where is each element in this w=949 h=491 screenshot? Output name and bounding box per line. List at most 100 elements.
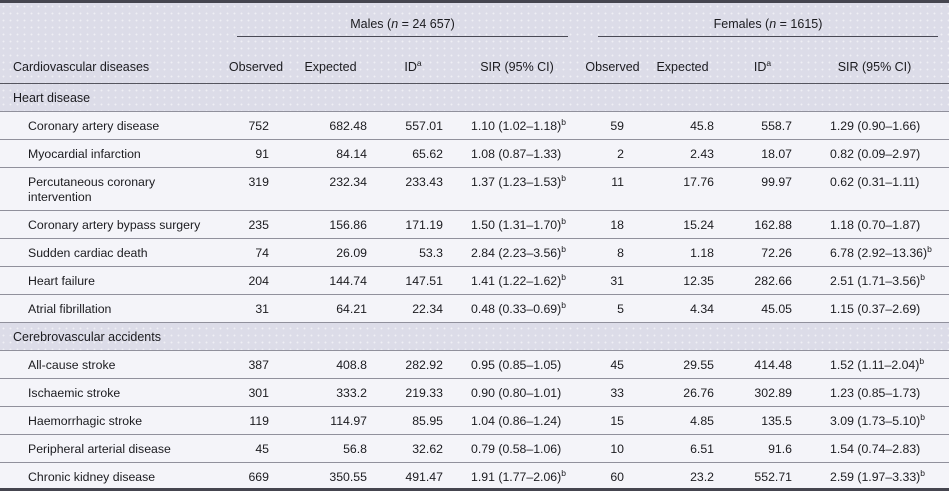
males-expected-value: 333.2 bbox=[336, 385, 367, 400]
males-id-value: 85.95 bbox=[412, 413, 443, 428]
females-sir-value: 2.59 (1.97–3.33)b bbox=[800, 463, 949, 489]
females-expected-value: 26.76 bbox=[683, 385, 715, 400]
males-observed-value: 204 bbox=[248, 273, 269, 288]
females-observed-value: 5 bbox=[617, 301, 625, 316]
males-expected-value: 408.8 bbox=[336, 357, 367, 372]
females-id-value: 91.6 bbox=[768, 441, 793, 456]
males-sir-value-text: 1.04 (0.86–1.24) bbox=[471, 413, 562, 428]
females-observed-value: 8 bbox=[617, 245, 625, 260]
males-id-value: 557.01 bbox=[405, 118, 443, 133]
males-sir-value-text: 1.08 (0.87–1.33) bbox=[471, 146, 562, 161]
section-row: Cerebrovascular accidents bbox=[0, 323, 949, 351]
males-sir-value: 0.90 (0.80–1.01) bbox=[449, 379, 585, 407]
females-sir-value: 2.51 (1.71–3.56)b bbox=[800, 267, 949, 295]
disease-name: Ischaemic stroke bbox=[28, 385, 121, 400]
males-sir-value: 1.04 (0.86–1.24) bbox=[449, 407, 585, 435]
females-expected-value: 6.51 bbox=[690, 441, 715, 456]
females-sir-value: 0.62 (0.31–1.11) bbox=[800, 168, 949, 211]
females-group-header: Females (n = 1615) bbox=[585, 3, 949, 37]
males-expected-value: 64.21 bbox=[336, 301, 367, 316]
males-sir-value: 0.79 (0.58–1.06) bbox=[449, 435, 585, 463]
males-expected-value: 350.55 bbox=[329, 469, 367, 484]
males-expected-value: 156.86 bbox=[329, 217, 367, 232]
females-sir-value-text: 3.09 (1.73–5.10) bbox=[830, 413, 921, 428]
males-sir-value: 1.08 (0.87–1.33) bbox=[449, 140, 585, 168]
table-row: Chronic kidney disease 669 350.55 491.47 1.9… bbox=[0, 462, 949, 489]
males-observed-value: 752 bbox=[248, 118, 269, 133]
females-expected-value: 4.34 bbox=[690, 301, 715, 316]
table-body: Heart disease Coronary artery disease 752 6… bbox=[0, 84, 949, 489]
females-group-prefix: Females ( bbox=[713, 17, 770, 31]
males-id-value: 233.43 bbox=[405, 174, 443, 189]
significance-flag: b bbox=[561, 172, 566, 183]
males-observed-value: 669 bbox=[248, 469, 269, 484]
males-id-value: 32.62 bbox=[412, 441, 443, 456]
males-observed-value: 319 bbox=[248, 174, 269, 189]
table-row: Atrial fibrillation 31 64.21 22.34 0.48 (0.3… bbox=[0, 294, 949, 323]
males-sir-value: 1.41 (1.22–1.62)b bbox=[449, 267, 585, 295]
females-group-label: Females (n = 1615) bbox=[598, 17, 939, 37]
disease-name: Atrial fibrillation bbox=[28, 301, 112, 316]
males-id-value: 219.33 bbox=[405, 385, 443, 400]
males-sir-value: 0.95 (0.85–1.05) bbox=[449, 351, 585, 379]
females-sir-value: 1.18 (0.70–1.87) bbox=[800, 211, 949, 239]
column-header-females-id: IDa bbox=[725, 37, 801, 84]
males-id-value: 171.19 bbox=[405, 217, 443, 232]
males-sir-value-text: 1.41 (1.22–1.62) bbox=[471, 273, 562, 288]
males-observed-value: 91 bbox=[255, 146, 269, 161]
females-id-value: 302.89 bbox=[754, 385, 793, 400]
males-expected-value: 114.97 bbox=[330, 413, 367, 428]
females-sir-value-text: 1.23 (0.85–1.73) bbox=[830, 385, 921, 400]
females-sir-value-text: 1.52 (1.11–2.04) bbox=[830, 357, 920, 372]
significance-flag: b bbox=[919, 355, 925, 366]
males-group-label: Males (n = 24 657) bbox=[237, 17, 569, 37]
disease-name: Chronic kidney disease bbox=[28, 469, 156, 484]
table-row: Haemorrhagic stroke 119 114.97 85.95 1.04 (0… bbox=[0, 406, 949, 435]
females-sir-value: 1.54 (0.74–2.83) bbox=[800, 435, 949, 463]
males-sir-value: 1.10 (1.02–1.18)b bbox=[449, 112, 585, 140]
females-sir-value-text: 1.15 (0.37–2.69) bbox=[830, 301, 921, 316]
males-expected-value: 144.74 bbox=[329, 273, 367, 288]
significance-flag: b bbox=[561, 243, 566, 254]
males-expected-value: 56.8 bbox=[343, 441, 367, 456]
females-sir-value: 1.23 (0.85–1.73) bbox=[800, 379, 949, 407]
males-expected-value: 84.14 bbox=[336, 146, 367, 161]
disease-name: Haemorrhagic stroke bbox=[28, 413, 143, 428]
females-sir-value-text: 6.78 (2.92–13.36) bbox=[830, 245, 928, 260]
males-sir-value: 1.91 (1.77–2.06)b bbox=[449, 463, 585, 489]
males-sir-value-text: 0.90 (0.80–1.01) bbox=[471, 385, 562, 400]
females-sir-value-text: 0.62 (0.31–1.11) bbox=[830, 174, 920, 189]
females-expected-value: 45.8 bbox=[690, 118, 715, 133]
females-id-value: 72.26 bbox=[761, 245, 793, 260]
females-id-value: 18.07 bbox=[761, 146, 793, 161]
females-expected-value: 2.43 bbox=[690, 146, 715, 161]
females-id-value: 162.88 bbox=[754, 217, 793, 232]
males-sir-value: 1.50 (1.31–1.70)b bbox=[449, 211, 585, 239]
males-sir-value-text: 1.91 (1.77–2.06) bbox=[471, 469, 562, 484]
footnote-a-marker: a bbox=[766, 57, 772, 68]
males-id-value: 65.62 bbox=[412, 146, 443, 161]
table-row: Heart failure 204 144.74 147.51 1.41 (1.22–1… bbox=[0, 266, 949, 295]
females-sir-value: 0.82 (0.09–2.97) bbox=[800, 140, 949, 168]
disease-name: Peripheral arterial disease bbox=[28, 441, 171, 456]
males-expected-value: 682.48 bbox=[329, 118, 367, 133]
females-observed-value: 31 bbox=[610, 273, 625, 288]
significance-flag: b bbox=[561, 215, 566, 226]
females-expected-value: 15.24 bbox=[683, 217, 715, 232]
column-header-males-observed: Observed bbox=[228, 37, 284, 84]
females-group-count: = 1615) bbox=[776, 17, 823, 31]
table-row: Percutaneous coronary intervention 319 232… bbox=[0, 167, 949, 211]
significance-flag: b bbox=[920, 271, 925, 282]
cvd-incidence-table: Males (n = 24 657) Females (n = 1615) Ca… bbox=[0, 3, 949, 489]
females-n-symbol: n bbox=[769, 17, 777, 31]
males-sir-value-text: 1.50 (1.31–1.70) bbox=[471, 217, 562, 232]
females-sir-value: 6.78 (2.92–13.36)b bbox=[800, 239, 949, 267]
footnote-a-marker: a bbox=[416, 57, 422, 68]
females-expected-value: 29.55 bbox=[683, 357, 715, 372]
females-observed-value: 45 bbox=[610, 357, 625, 372]
females-sir-value-text: 2.51 (1.71–3.56) bbox=[830, 273, 921, 288]
column-header-females-observed: Observed bbox=[585, 37, 641, 84]
males-sir-value: 2.84 (2.23–3.56)b bbox=[449, 239, 585, 267]
table-row: Peripheral arterial disease 45 56.8 32.62 0.… bbox=[0, 434, 949, 463]
